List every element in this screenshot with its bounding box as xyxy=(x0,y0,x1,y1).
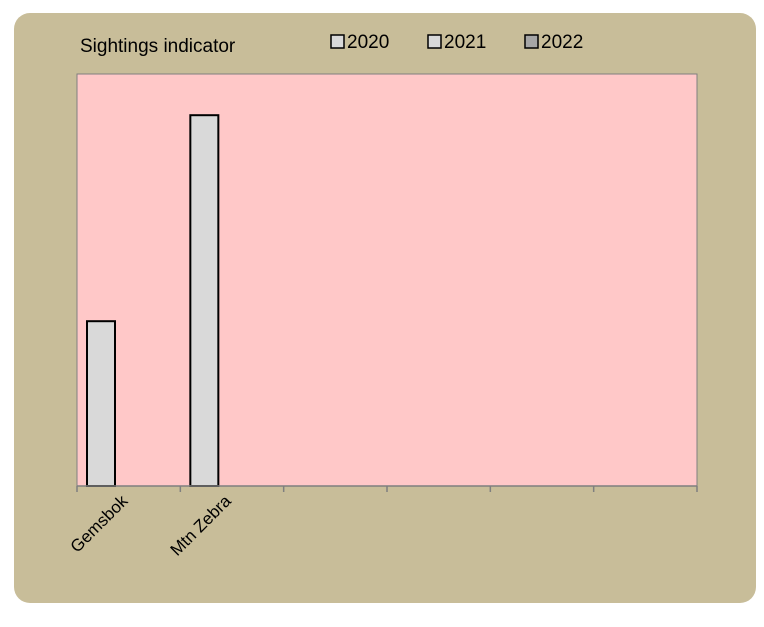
legend-swatch-2022 xyxy=(524,34,539,49)
legend-swatch-2021 xyxy=(427,34,442,49)
x-tick-label-gemsbok: Gemsbok xyxy=(67,491,132,556)
x-tick-label-mtn-zebra: Mtn Zebra xyxy=(167,491,236,560)
bars-group xyxy=(86,114,220,488)
chart-title: Sightings indicator xyxy=(80,36,236,57)
legend: 2020 2021 2022 xyxy=(330,32,583,53)
legend-label-2022: 2022 xyxy=(541,32,583,53)
x-ticks-group xyxy=(76,486,698,492)
x-tick-labels: Gemsbok Mtn Zebra xyxy=(67,491,236,560)
legend-label-2020: 2020 xyxy=(347,32,389,53)
bar-2020-gemsbok xyxy=(86,320,116,488)
legend-swatch-2020 xyxy=(330,34,345,49)
plot-area xyxy=(76,73,698,487)
legend-label-2021: 2021 xyxy=(444,32,486,53)
bar-2020-mtn-zebra xyxy=(189,114,220,487)
